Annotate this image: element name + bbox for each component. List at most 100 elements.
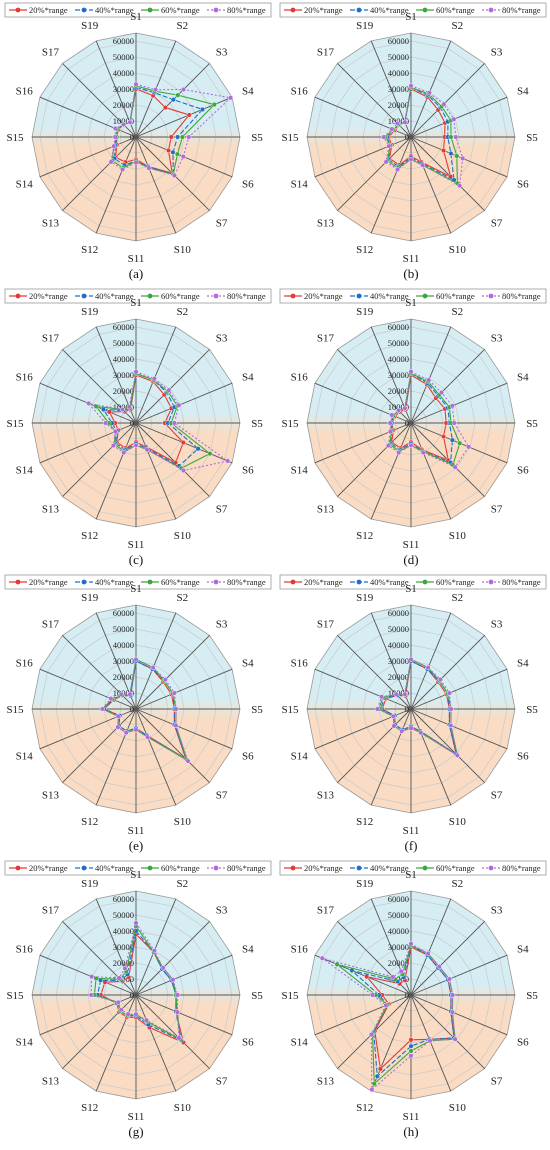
legend-label: 80%*range (502, 863, 541, 873)
tick-label: 50000 (113, 910, 134, 920)
radar-spoke (135, 994, 233, 1036)
data-point (425, 951, 431, 957)
data-point (389, 126, 395, 132)
category-label: S10 (174, 530, 192, 542)
tick-label: 30000 (388, 370, 409, 380)
data-point (449, 437, 455, 443)
data-point (173, 723, 179, 729)
data-point (402, 691, 408, 697)
data-point (437, 677, 443, 683)
tick-label: 10000 (113, 116, 134, 126)
category-label: S7 (216, 1076, 228, 1088)
data-point (408, 1037, 414, 1043)
legend-marker (213, 579, 219, 585)
tick-label: 50000 (113, 52, 134, 62)
legend-label: 40%*range (370, 577, 409, 587)
tick-label: 10000 (388, 116, 409, 126)
category-label: S5 (251, 132, 263, 144)
data-point (402, 119, 408, 125)
tick-label: 0 (405, 418, 409, 428)
data-point (334, 961, 340, 967)
category-label: S2 (451, 306, 463, 318)
category-label: S17 (317, 46, 335, 58)
legend-marker (356, 293, 362, 299)
data-point (93, 403, 99, 409)
legend-marker (422, 293, 428, 299)
data-point (368, 1032, 374, 1038)
data-point (408, 1048, 414, 1054)
data-point (452, 1036, 458, 1042)
legend-marker (422, 7, 428, 13)
data-point (441, 433, 447, 439)
legend-marker (147, 7, 153, 13)
legend-label: 20%*range (29, 863, 68, 873)
radar-chart-6: 20%*range 40%*range 60%*range 80%*range S1 S2… (4, 860, 272, 1139)
radar-spoke (370, 708, 412, 806)
category-label: S11 (128, 1111, 145, 1123)
radar-spoke (410, 40, 452, 138)
legend-marker (488, 579, 494, 585)
category-label: S19 (356, 20, 374, 32)
radar-spoke (410, 635, 485, 710)
legend-marker (356, 579, 362, 585)
data-point (427, 1038, 433, 1044)
legend: 20%*range 40%*range 60%*range 80%*range (4, 288, 272, 304)
category-label: S17 (317, 904, 335, 916)
category-label: S11 (128, 825, 145, 837)
tick-label: 20000 (388, 386, 409, 396)
legend-label: 60%*range (436, 863, 475, 873)
tick-label: 60000 (388, 894, 409, 904)
category-label: S3 (216, 904, 228, 916)
category-label: S4 (517, 658, 529, 670)
category-label: S19 (356, 306, 374, 318)
category-label: S15 (6, 132, 24, 144)
category-label: S4 (242, 944, 254, 956)
radar-chart-7: 20%*range 40%*range 60%*range 80%*range S1 S2… (279, 860, 547, 1139)
legend-label: 40%*range (370, 863, 409, 873)
category-label: S10 (174, 244, 192, 256)
category-label: S15 (6, 990, 24, 1002)
radar-spoke (135, 668, 233, 710)
series-line (96, 929, 182, 1042)
category-label: S15 (281, 418, 299, 430)
radar-spoke (135, 136, 177, 234)
data-point (125, 1011, 131, 1017)
category-label: S12 (356, 244, 373, 256)
legend-marker (422, 865, 428, 871)
data-point (398, 968, 404, 974)
radar-spoke (410, 136, 452, 234)
data-point (396, 450, 402, 456)
data-point (387, 420, 393, 426)
data-point (112, 134, 118, 140)
legend-marker (15, 579, 21, 585)
radar-spoke (370, 136, 412, 234)
data-point (153, 87, 159, 93)
category-label: S2 (176, 306, 188, 318)
data-point (110, 443, 116, 449)
category-label: S14 (16, 1036, 34, 1048)
data-point (121, 450, 127, 456)
tick-label: 10000 (113, 402, 134, 412)
tick-label: 30000 (113, 942, 134, 952)
data-point (133, 920, 139, 926)
data-point (387, 429, 393, 435)
data-point (151, 948, 157, 954)
data-point (449, 403, 455, 409)
tick-label: 40000 (388, 354, 409, 364)
panel-caption: (g) (128, 1124, 143, 1139)
data-point (162, 105, 168, 111)
tick-label: 0 (130, 132, 134, 142)
legend-marker (290, 293, 296, 299)
tick-label: 60000 (113, 608, 134, 618)
legend-box (279, 288, 547, 304)
category-label: S15 (281, 132, 299, 144)
data-point (425, 665, 431, 671)
legend-label: 80%*range (502, 5, 541, 15)
legend-marker (356, 865, 362, 871)
legend-label: 80%*range (227, 863, 266, 873)
radar-spoke (135, 382, 233, 424)
series-line (110, 83, 232, 177)
radar-spoke (135, 994, 210, 1069)
category-label: S2 (451, 592, 463, 604)
